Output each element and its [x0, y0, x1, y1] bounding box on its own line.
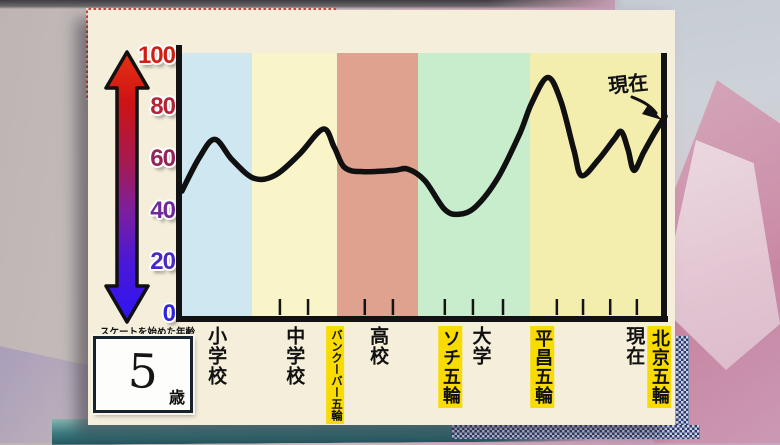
checker-trim-navy-right [676, 336, 689, 438]
x-label-olympics: バンクーバー五輪 [326, 326, 345, 424]
x-label-period: 小学校 [205, 326, 227, 386]
now-annotation-arrowhead-icon [642, 105, 662, 120]
period-band-0 [180, 53, 253, 316]
y-axis-line [176, 45, 182, 322]
now-annotation: 現在 [607, 70, 662, 120]
period-band-4 [530, 53, 665, 316]
x-label-period: 中学校 [283, 326, 305, 386]
y-tick-label-80: 80 [150, 93, 176, 121]
y-tick-label-40: 40 [150, 196, 176, 224]
checker-trim-navy-bottom [452, 425, 700, 439]
x-label-period: 現在 [623, 326, 645, 366]
now-annotation-text: 現在 [607, 70, 649, 98]
x-label-olympics: 北京五輪 [647, 326, 671, 408]
y-tick-label-20: 20 [150, 248, 176, 276]
x-label-period: 高校 [367, 326, 389, 366]
period-band-1 [252, 53, 338, 316]
plot-right-border [661, 53, 667, 322]
x-label-olympics: ソチ五輪 [438, 326, 462, 408]
y-tick-label-0: 0 [162, 300, 176, 327]
age-box-caption: スケートを始めた年齢 [100, 327, 196, 338]
y-axis-gradient-arrow-icon [104, 50, 150, 324]
y-tick-label-100: 100 [137, 41, 176, 69]
age-value: 5 [127, 343, 159, 400]
age-unit: 歳 [168, 390, 185, 407]
motivation-curve [179, 74, 668, 218]
period-band-3 [418, 53, 531, 316]
x-axis-minor-ticks [278, 299, 639, 315]
x-axis-line [176, 316, 668, 322]
x-label-olympics: 平昌五輪 [530, 326, 554, 408]
y-tick-label-60: 60 [150, 145, 176, 173]
plot-bands [180, 53, 665, 316]
now-annotation-arrow [630, 95, 658, 115]
period-band-2 [337, 53, 419, 316]
x-label-period: 大学 [469, 326, 491, 366]
chart-card: 100 80 60 40 20 0 現在 小学校 中学校 バンクーバー五輪 高校 ソチ五輪 大学 平昌… [88, 10, 675, 425]
age-box: 5 歳 [93, 336, 193, 413]
plot-area: 現在 [179, 70, 668, 315]
